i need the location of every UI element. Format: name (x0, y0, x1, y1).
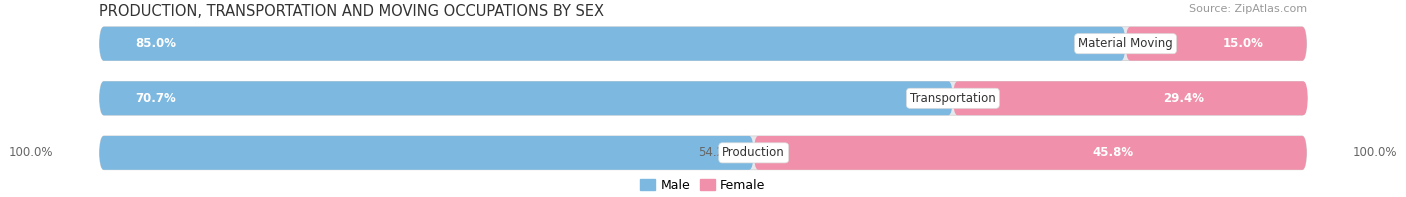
Text: Material Moving: Material Moving (1078, 37, 1173, 50)
FancyBboxPatch shape (1126, 27, 1306, 61)
FancyBboxPatch shape (754, 136, 1306, 170)
Text: 45.8%: 45.8% (1092, 146, 1133, 159)
FancyBboxPatch shape (100, 27, 1126, 61)
Text: 85.0%: 85.0% (135, 37, 177, 50)
Text: Transportation: Transportation (910, 92, 995, 105)
FancyBboxPatch shape (953, 81, 1308, 115)
FancyBboxPatch shape (100, 136, 754, 170)
Text: 100.0%: 100.0% (8, 146, 53, 159)
Text: 54.2%: 54.2% (699, 146, 735, 159)
Text: Source: ZipAtlas.com: Source: ZipAtlas.com (1188, 4, 1306, 14)
Text: 100.0%: 100.0% (1353, 146, 1398, 159)
FancyBboxPatch shape (100, 81, 1306, 115)
Text: 29.4%: 29.4% (1163, 92, 1204, 105)
Text: 70.7%: 70.7% (135, 92, 176, 105)
Text: 15.0%: 15.0% (1223, 37, 1264, 50)
Legend: Male, Female: Male, Female (636, 174, 770, 197)
FancyBboxPatch shape (100, 136, 1306, 170)
FancyBboxPatch shape (100, 27, 1306, 61)
Text: PRODUCTION, TRANSPORTATION AND MOVING OCCUPATIONS BY SEX: PRODUCTION, TRANSPORTATION AND MOVING OC… (100, 4, 605, 20)
FancyBboxPatch shape (100, 81, 953, 115)
Text: Production: Production (723, 146, 785, 159)
